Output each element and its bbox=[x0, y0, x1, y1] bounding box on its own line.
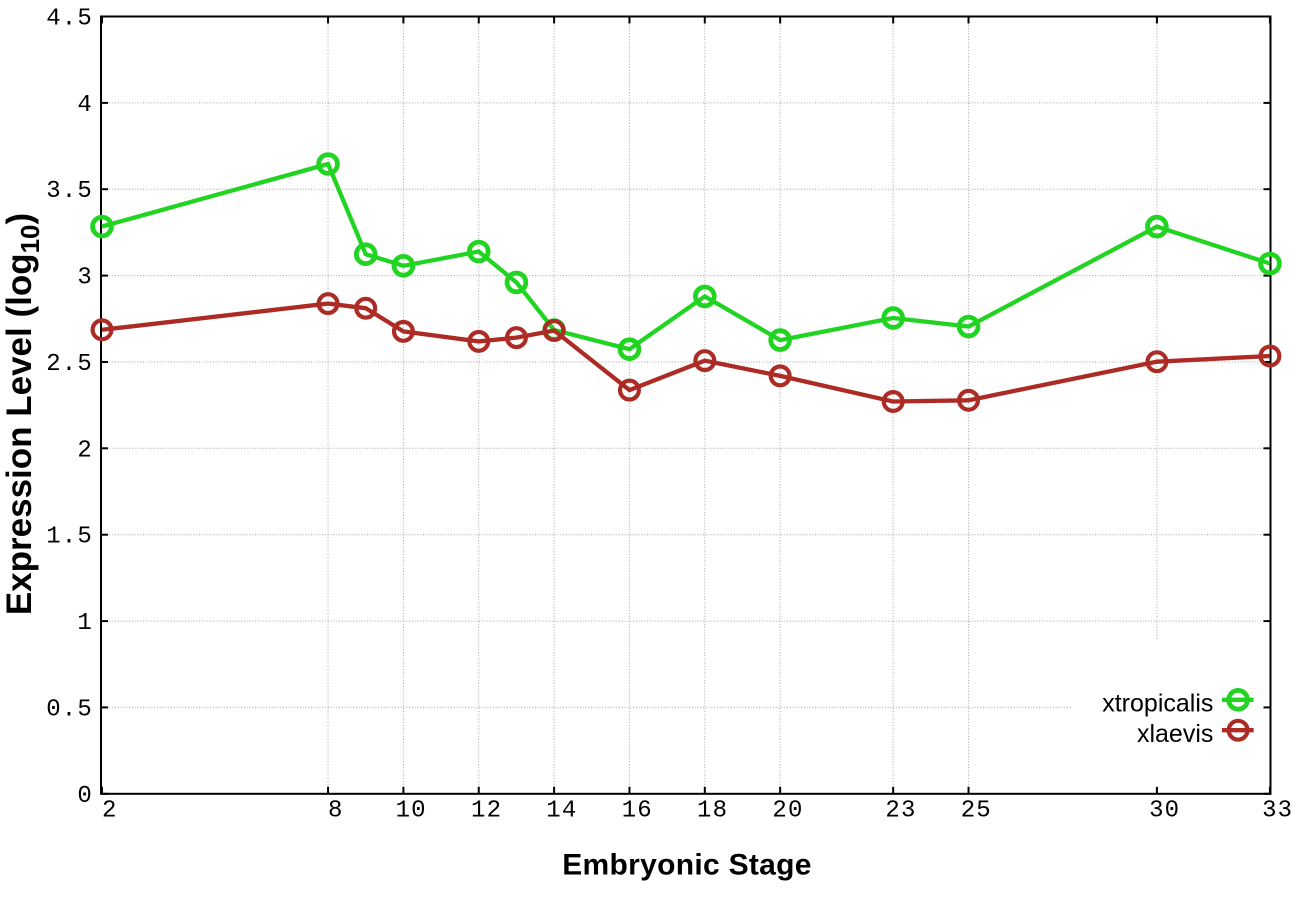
svg-text:3: 3 bbox=[77, 265, 93, 292]
svg-text:0.5: 0.5 bbox=[46, 696, 93, 723]
svg-text:4: 4 bbox=[77, 92, 93, 119]
svg-text:18: 18 bbox=[697, 798, 728, 825]
svg-text:16: 16 bbox=[622, 798, 653, 825]
svg-text:33: 33 bbox=[1262, 798, 1293, 825]
svg-text:10: 10 bbox=[396, 798, 427, 825]
svg-text:0: 0 bbox=[77, 783, 93, 810]
svg-text:30: 30 bbox=[1149, 798, 1180, 825]
svg-text:12: 12 bbox=[471, 798, 502, 825]
svg-text:1: 1 bbox=[77, 610, 93, 637]
svg-text:xtropicalis: xtropicalis bbox=[1102, 690, 1213, 718]
svg-text:xlaevis: xlaevis bbox=[1137, 720, 1213, 748]
svg-text:Expression Level (log10): Expression Level (log10) bbox=[0, 213, 45, 615]
svg-text:4.5: 4.5 bbox=[46, 6, 93, 33]
svg-text:8: 8 bbox=[328, 798, 344, 825]
svg-text:2.5: 2.5 bbox=[46, 351, 93, 378]
svg-text:1.5: 1.5 bbox=[46, 524, 93, 551]
svg-text:3.5: 3.5 bbox=[46, 178, 93, 205]
svg-text:20: 20 bbox=[772, 798, 803, 825]
svg-text:23: 23 bbox=[885, 798, 916, 825]
svg-text:Embryonic Stage: Embryonic Stage bbox=[562, 849, 812, 882]
svg-text:2: 2 bbox=[102, 798, 118, 825]
svg-text:14: 14 bbox=[546, 798, 577, 825]
svg-text:2: 2 bbox=[77, 437, 93, 464]
svg-text:25: 25 bbox=[961, 798, 992, 825]
